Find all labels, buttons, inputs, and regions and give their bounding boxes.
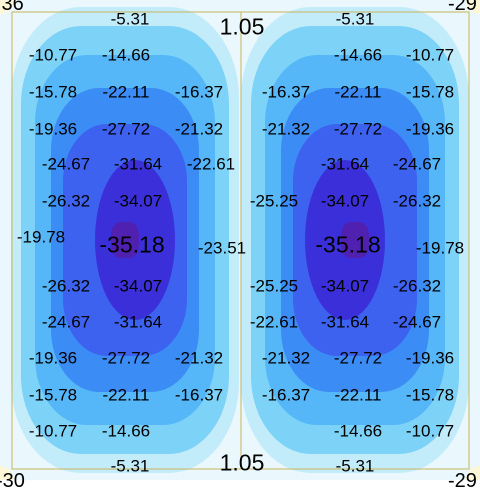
contour-band xyxy=(111,222,139,258)
contour-label: -14.66 xyxy=(333,45,383,65)
corner-patches xyxy=(0,0,480,480)
contour-label: -14.66 xyxy=(101,45,151,65)
contour-label: -15.78 xyxy=(28,82,78,102)
contour-label: -5.31 xyxy=(335,456,375,476)
contour-label: -15.78 xyxy=(28,385,78,405)
contour-label: -34.07 xyxy=(320,276,370,296)
contour-label: -27.72 xyxy=(333,348,383,368)
contour-label: -34.07 xyxy=(320,191,370,211)
contour-label: -27.72 xyxy=(101,348,151,368)
contour-bands xyxy=(11,7,469,473)
contour-label: -5.31 xyxy=(110,9,150,29)
contour-label: -16.37 xyxy=(261,385,311,405)
contour-label: -14.66 xyxy=(333,421,383,441)
contour-label: -35.18 xyxy=(315,231,381,258)
peak-label-top: 1.05 xyxy=(219,13,265,40)
contour-band xyxy=(341,222,369,258)
contour-label: -24.67 xyxy=(41,312,91,332)
contour-label: -31.64 xyxy=(113,312,163,332)
contour-label: -25.25 xyxy=(249,276,299,296)
contour-label: -16.37 xyxy=(261,82,311,102)
corner-patch xyxy=(0,466,14,480)
contour-label: -31.64 xyxy=(113,154,163,174)
contour-label: -26.32 xyxy=(41,276,91,296)
contour-label: -10.77 xyxy=(405,421,455,441)
contour-label: -24.67 xyxy=(41,154,91,174)
contour-label: -15.78 xyxy=(405,82,455,102)
corner-label-bottom-left: -30 xyxy=(0,470,25,492)
contour-label: -24.67 xyxy=(392,312,442,332)
contour-label: -34.07 xyxy=(113,276,163,296)
contour-label: -19.36 xyxy=(405,348,455,368)
contour-label: -19.36 xyxy=(28,348,78,368)
contour-label: -25.25 xyxy=(249,191,299,211)
contour-label: -5.31 xyxy=(335,9,375,29)
contour-label: -27.72 xyxy=(333,119,383,139)
contour-label: -26.32 xyxy=(392,191,442,211)
peak-label-bottom: 1.05 xyxy=(219,449,265,476)
contour-label: -27.72 xyxy=(101,119,151,139)
contour-label: -21.32 xyxy=(261,348,311,368)
contour-label: -26.32 xyxy=(41,191,91,211)
contour-label: -10.77 xyxy=(405,45,455,65)
contour-label: -16.37 xyxy=(174,82,224,102)
contour-label: -22.61 xyxy=(186,154,236,174)
corner-label-top-left: .36 xyxy=(0,0,24,15)
contour-label: -22.61 xyxy=(249,312,299,332)
contour-label: -5.31 xyxy=(110,456,150,476)
contour-label: -22.11 xyxy=(102,385,150,405)
contour-label: -16.37 xyxy=(174,385,224,405)
contour-label: -23.51 xyxy=(197,238,247,258)
contour-label: -21.32 xyxy=(174,119,224,139)
contour-label: -22.11 xyxy=(334,385,382,405)
contour-label: -31.64 xyxy=(320,312,370,332)
contour-label: -31.64 xyxy=(320,154,370,174)
corner-patch xyxy=(466,0,480,14)
contour-label: -19.36 xyxy=(28,119,78,139)
contour-label: -22.11 xyxy=(334,82,382,102)
corner-patch xyxy=(466,466,480,480)
contour-plot xyxy=(0,0,480,480)
contour-label: -22.11 xyxy=(102,82,150,102)
contour-label: -34.07 xyxy=(113,191,163,211)
corner-patch xyxy=(0,0,14,14)
contour-label: -35.18 xyxy=(99,231,165,258)
contour-label: -21.32 xyxy=(261,119,311,139)
contour-label: -19.36 xyxy=(405,119,455,139)
contour-label: -10.77 xyxy=(28,45,78,65)
contour-label: -24.67 xyxy=(392,154,442,174)
contour-label: -19.78 xyxy=(16,227,66,247)
contour-label: -26.32 xyxy=(392,276,442,296)
corner-label-bottom-right: -29 xyxy=(448,470,477,492)
contour-label: -19.78 xyxy=(415,238,465,258)
contour-label: -15.78 xyxy=(405,385,455,405)
corner-label-top-right: -29 xyxy=(448,0,477,15)
contour-label: -10.77 xyxy=(28,421,78,441)
contour-label: -21.32 xyxy=(174,348,224,368)
contour-label: -14.66 xyxy=(101,421,151,441)
